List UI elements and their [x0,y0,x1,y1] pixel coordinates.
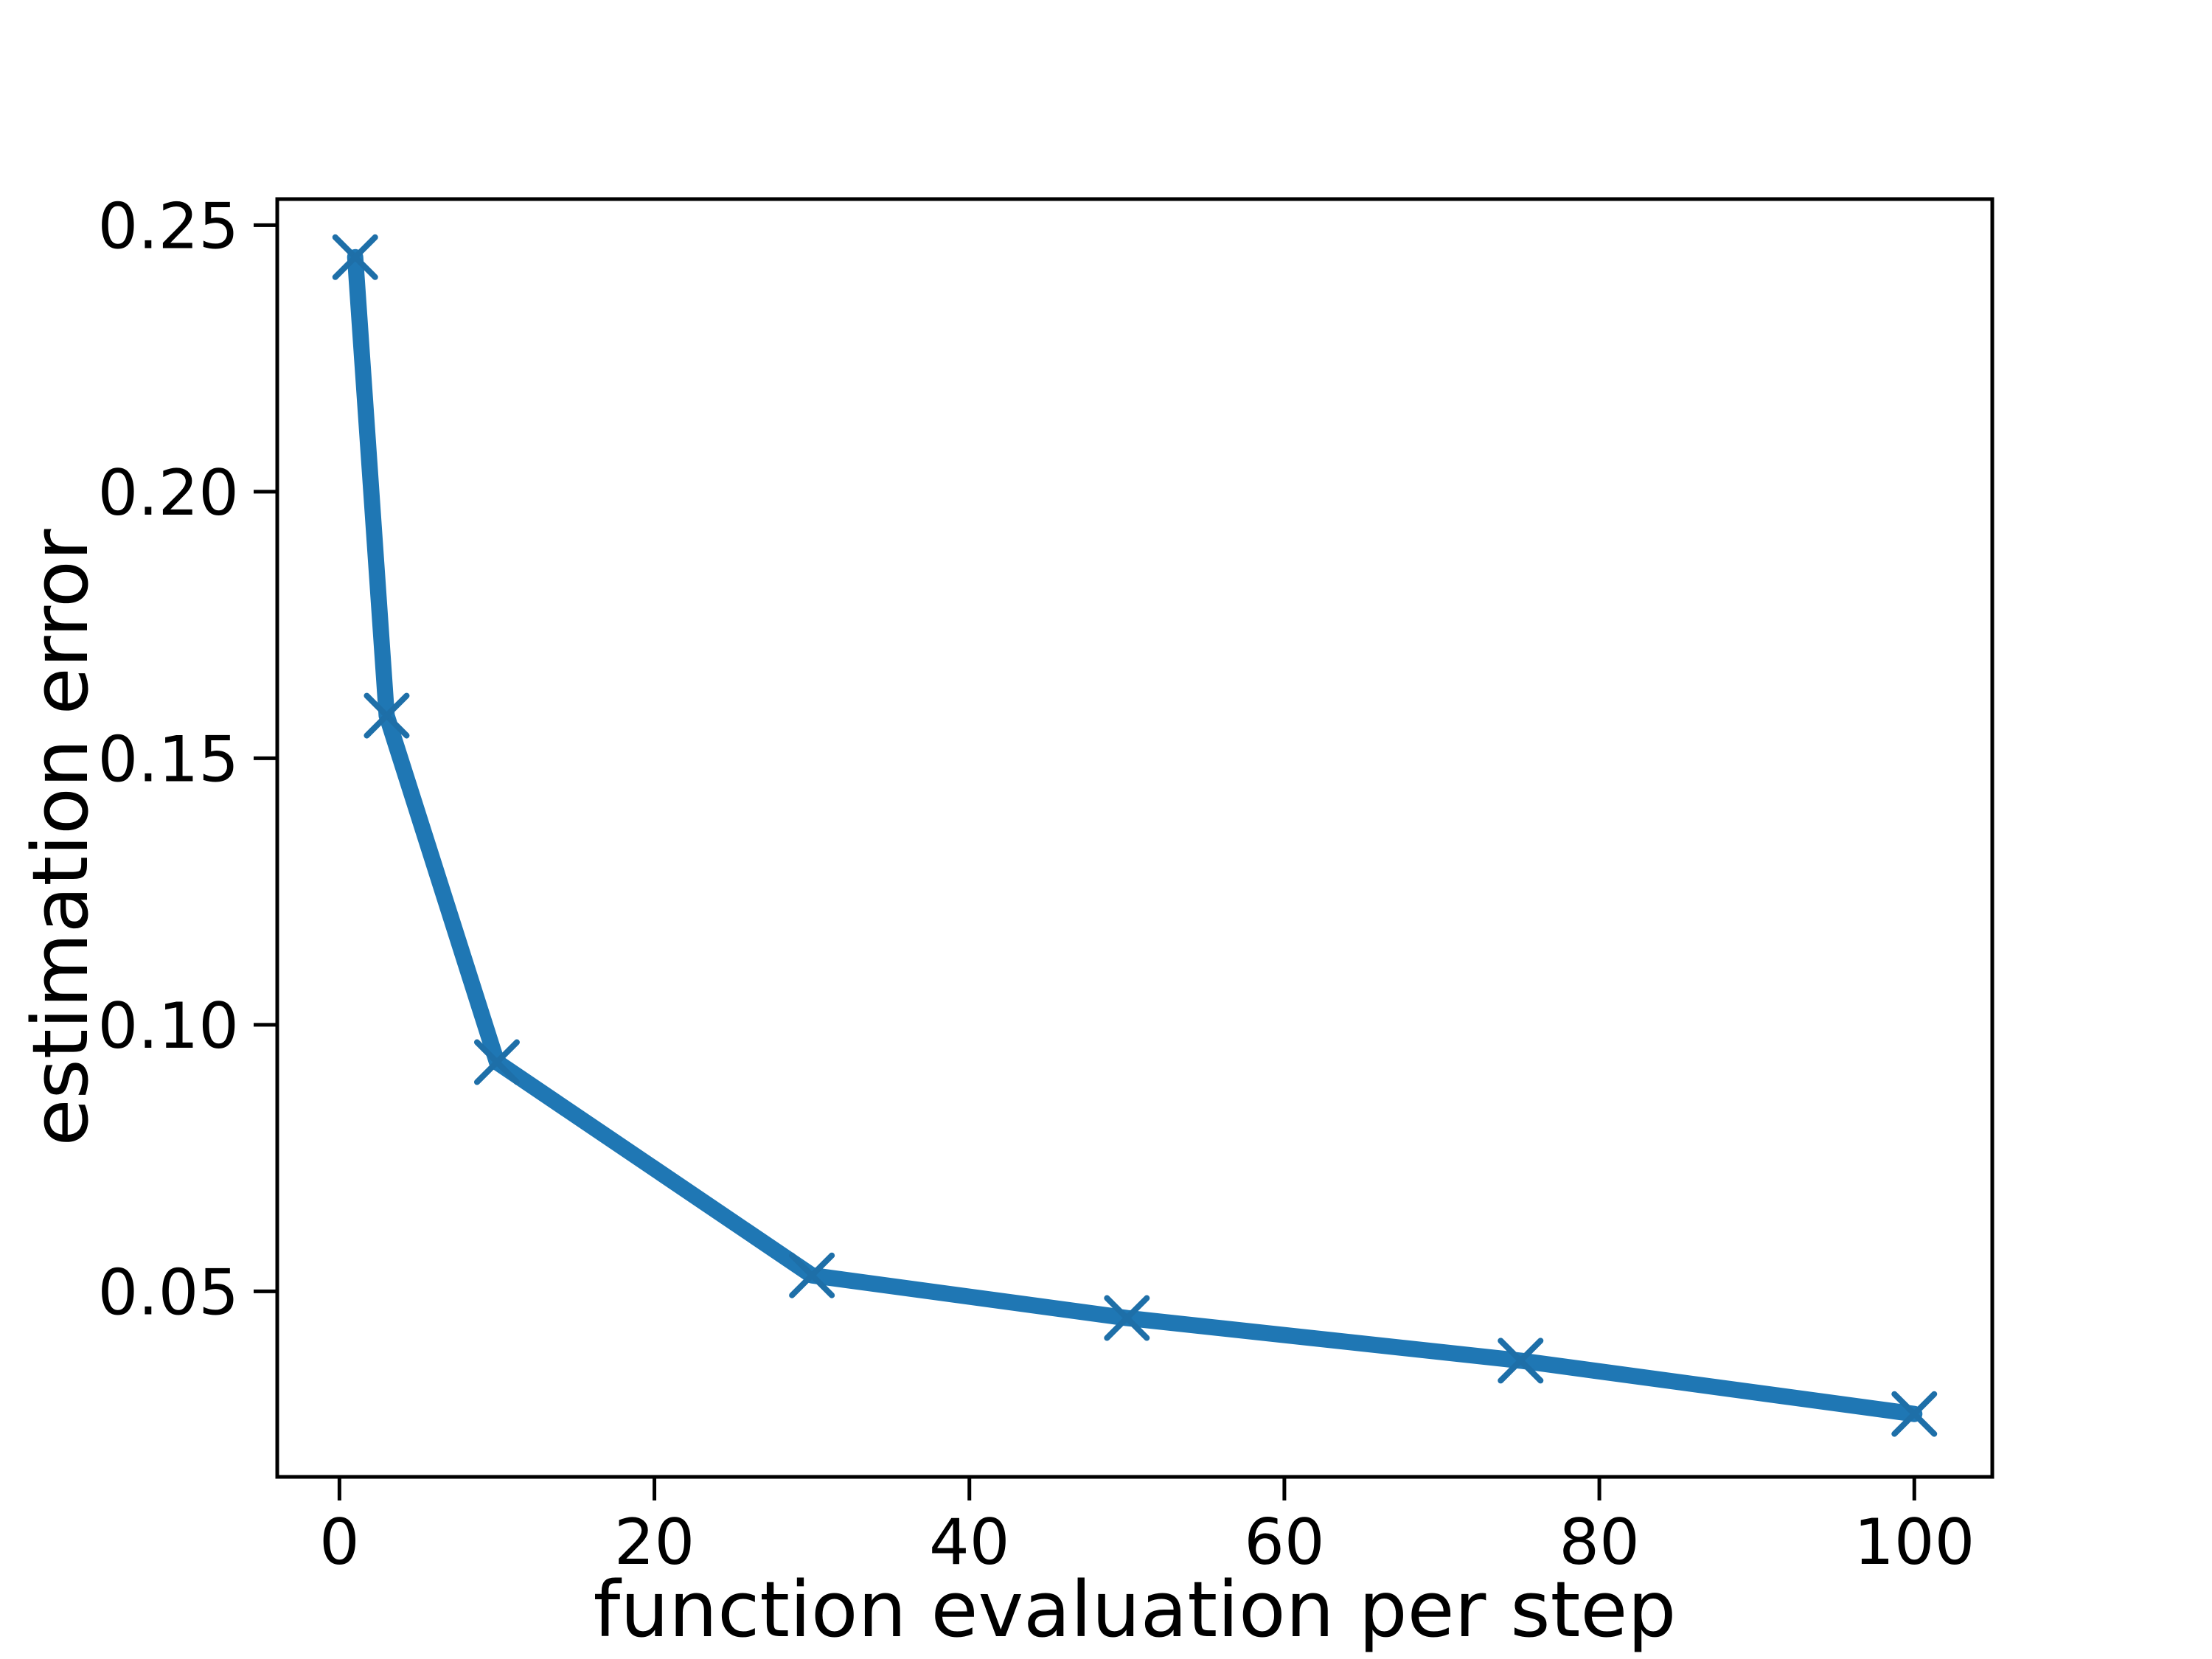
plot-border [275,197,1994,1479]
data-point-marker [473,1039,520,1085]
y-tick-label: 0.05 [98,1256,239,1329]
x-tick-label: 60 [1244,1506,1324,1579]
x-tick-label: 80 [1559,1506,1639,1579]
y-tick-label: 0.20 [98,456,239,530]
y-tick-label: 0.15 [98,723,239,796]
x-axis-label: function evaluation per step [593,1565,1677,1655]
y-tick-label: 0.10 [98,990,239,1063]
x-tick-label: 20 [614,1506,695,1579]
data-point-marker [1104,1295,1150,1341]
data-point-marker [364,692,410,739]
data-point-marker [1498,1338,1544,1384]
y-tick-label: 0.25 [98,189,239,263]
x-tick-label: 0 [319,1506,360,1579]
data-point-marker [332,234,378,280]
x-tick-label: 100 [1854,1506,1975,1579]
x-tick-label: 40 [929,1506,1009,1579]
data-point-marker [789,1252,835,1298]
data-point-marker [1891,1391,1938,1437]
y-axis-label: estimation error [15,529,105,1147]
